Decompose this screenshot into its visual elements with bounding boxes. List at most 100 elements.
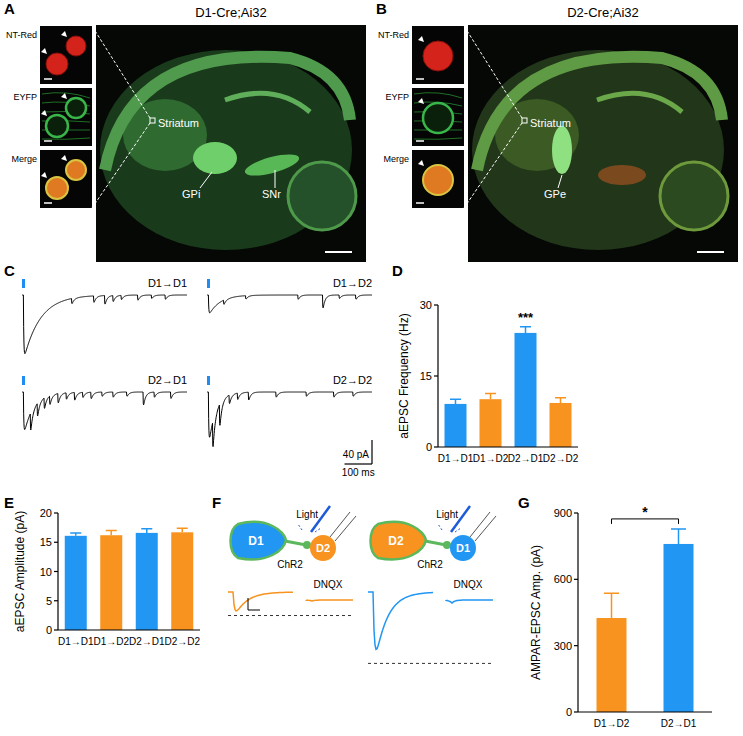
arrowhead: [61, 155, 67, 161]
bar: [664, 544, 694, 712]
roi-box: [150, 118, 155, 123]
error-bar: [177, 528, 188, 532]
pre-cell: [371, 522, 427, 560]
pipette: [475, 516, 496, 541]
y-tick: [54, 629, 58, 630]
bar: [515, 333, 537, 447]
gpe-region: [552, 126, 572, 174]
scale-bar: [697, 251, 724, 253]
neuropil: [42, 93, 90, 98]
roi-line: [92, 26, 150, 118]
neuropil: [42, 138, 90, 139]
panel-letter: B: [376, 0, 387, 17]
bar: [550, 403, 572, 447]
region-label: GPe: [544, 188, 566, 200]
panel-letter: E: [4, 494, 14, 511]
inset-label: NT-Red: [6, 30, 37, 40]
category-label: D2→D2: [164, 636, 200, 647]
drug-label: DNQX: [454, 579, 483, 590]
trace: [22, 295, 187, 354]
cell-label: D1: [456, 542, 470, 554]
x-axis: [438, 446, 578, 447]
marks: [65, 528, 194, 630]
x-axis: [578, 711, 712, 712]
axon: [285, 541, 306, 545]
cell-label: D2: [388, 534, 404, 548]
light-pulse: [207, 376, 210, 385]
light-pulse: [22, 376, 25, 385]
category-label: D2→D2: [543, 453, 579, 464]
cell-label: D1: [248, 534, 264, 548]
leader-line: [558, 175, 562, 188]
bar-chart: D1→D1D1→D2D2→D1D2→D201530aEPSC Frequency…: [397, 299, 579, 464]
arrowhead: [41, 172, 47, 178]
error-bar: [485, 394, 496, 400]
region-label: SNr: [262, 188, 281, 200]
pipette: [330, 512, 350, 537]
cell: [66, 36, 86, 56]
significance: ***: [518, 310, 534, 325]
inset-image: [40, 88, 92, 146]
panel-letter: D: [392, 262, 403, 279]
y-tick: [574, 711, 578, 712]
bouton: [443, 541, 451, 549]
scale-label: 100 ms: [342, 467, 375, 478]
panel-letter: F: [212, 494, 221, 511]
inset-label: Merge: [11, 154, 37, 164]
y-tick: [434, 446, 438, 447]
roi-box: [522, 118, 527, 123]
scale-bar: [371, 440, 372, 464]
bouton: [303, 541, 311, 549]
axon: [425, 541, 446, 545]
light-ray: [455, 528, 461, 532]
example-trace: [368, 592, 433, 649]
inset-label: NT-Red: [378, 30, 409, 40]
scale-bar: [345, 463, 373, 464]
cell: [66, 98, 86, 118]
y-tick: [434, 304, 438, 305]
y-tick-label: 0: [566, 706, 572, 718]
hippocampus: [597, 93, 682, 112]
bar: [171, 532, 193, 630]
panel-letter: A: [4, 0, 15, 17]
y-tick: [574, 579, 578, 580]
pipette: [335, 516, 356, 541]
bar: [65, 536, 87, 630]
error-bar: [141, 529, 152, 533]
scale-bar: [44, 140, 52, 142]
marks: [597, 529, 694, 712]
light-ray: [298, 524, 302, 530]
hippocampus: [225, 93, 310, 112]
y-tick-label: 900: [554, 507, 572, 519]
cell: [423, 103, 453, 133]
panel-title: D2-Cre;Ai32: [567, 5, 639, 20]
trace-label: D1→D1: [148, 277, 187, 289]
panel-title: D1-Cre;Ai32: [195, 5, 267, 20]
slice-patch: [598, 165, 646, 185]
light-pulse: [22, 279, 25, 288]
category-label: D1→D1: [58, 636, 94, 647]
cerebellum: [660, 162, 728, 230]
error-bar: [70, 533, 81, 536]
leader-line: [275, 170, 276, 188]
inset-label: Merge: [383, 154, 409, 164]
category-label: D1→D2: [93, 636, 129, 647]
arrowhead: [418, 36, 424, 42]
scale-bar: [416, 140, 424, 142]
category-label: D1→D1: [438, 453, 474, 464]
bar-chart: D1→D1D1→D2D2→D1D2→D205101520aEPSC Amplit…: [13, 507, 200, 647]
figure: ABCDEFGD1-Cre;Ai32NT-RedEYFPMergeStriatu…: [0, 0, 743, 736]
dnqx-trace: [306, 600, 353, 601]
y-axis-label: AMPAR-EPSC Amp. (pA): [529, 545, 543, 680]
light-ray: [315, 528, 321, 532]
inset-image: [412, 150, 464, 208]
y-tick-label: 0: [46, 624, 52, 636]
scale-bar: [416, 78, 424, 80]
inset-image: [40, 26, 92, 84]
arrowhead: [418, 98, 424, 104]
scale-label: 40 pA: [343, 449, 369, 460]
roi-line: [92, 123, 150, 208]
cell: [423, 41, 453, 71]
y-axis-label: aEPSC Frequency (Hz): [397, 313, 411, 438]
y-tick-label: 300: [554, 640, 572, 652]
